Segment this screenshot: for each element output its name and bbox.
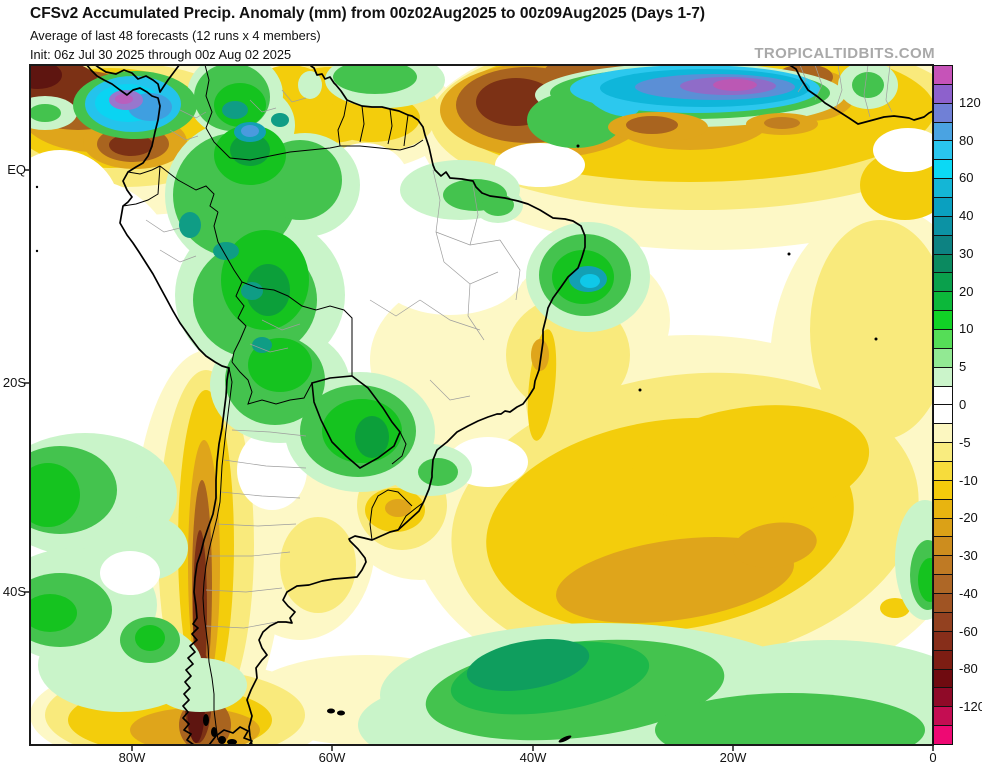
colorbar-cell (934, 726, 952, 744)
colorbar-label: 40 (959, 209, 982, 223)
anomaly-map (0, 0, 982, 770)
colorbar-label: -30 (959, 549, 982, 563)
colorbar-label: -20 (959, 511, 982, 525)
colorbar-label: -120 (959, 700, 982, 714)
colorbar-cell (934, 632, 952, 651)
colorbar-cell (934, 481, 952, 500)
colorbar-label: 5 (959, 360, 982, 374)
colorbar-cell (934, 613, 952, 632)
colorbar-cell (934, 651, 952, 670)
colorbar-cell (934, 217, 952, 236)
colorbar-cell (934, 670, 952, 689)
y-axis-label-eq: EQ (0, 163, 26, 177)
colorbar-cell (934, 66, 952, 85)
colorbar-label: 60 (959, 171, 982, 185)
colorbar-cell (934, 519, 952, 538)
x-axis-label-40w: 40W (513, 751, 553, 765)
colorbar-cell (934, 556, 952, 575)
x-axis-label-80w: 80W (112, 751, 152, 765)
colorbar-label: 80 (959, 134, 982, 148)
colorbar-cell (934, 500, 952, 519)
colorbar-cell (934, 311, 952, 330)
colorbar-cell (934, 198, 952, 217)
colorbar-label: 0 (959, 398, 982, 412)
colorbar-label: -10 (959, 474, 982, 488)
colorbar-cell (934, 179, 952, 198)
y-axis-label-20s: 20S (0, 376, 26, 390)
colorbar-label: 30 (959, 247, 982, 261)
colorbar-cell (934, 330, 952, 349)
colorbar-cell (934, 160, 952, 179)
colorbar-label: -5 (959, 436, 982, 450)
x-axis-label-20w: 20W (713, 751, 753, 765)
colorbar-cell (934, 273, 952, 292)
colorbar-cell (934, 537, 952, 556)
x-axis-label-60w: 60W (312, 751, 352, 765)
colorbar-label: 120 (959, 96, 982, 110)
colorbar-cell (934, 85, 952, 104)
colorbar-cell (934, 349, 952, 368)
colorbar-cell (934, 236, 952, 255)
colorbar-cell (934, 123, 952, 142)
colorbar-cell (934, 688, 952, 707)
colorbar-label: -40 (959, 587, 982, 601)
cfsv2-precip-anomaly-page: { "header": { "title": "CFSv2 Accumulate… (0, 0, 982, 770)
panama-wet-core (85, 76, 181, 132)
colorbar-cell (934, 594, 952, 613)
colorbar-cell (934, 424, 952, 443)
colorbar-cell (934, 368, 952, 387)
colorbar-label: 10 (959, 322, 982, 336)
colorbar-cell (934, 707, 952, 726)
colorbar-cell (934, 141, 952, 160)
colorbar-cell (934, 387, 952, 406)
x-axis-label-0: 0 (913, 751, 953, 765)
colorbar-cell (934, 575, 952, 594)
colorbar-cell (934, 104, 952, 123)
colorbar-cell (934, 443, 952, 462)
y-axis-label-40s: 40S (0, 585, 26, 599)
colorbar-label: -80 (959, 662, 982, 676)
colorbar-cell (934, 462, 952, 481)
colorbar (933, 65, 953, 745)
colorbar-label: -60 (959, 625, 982, 639)
colorbar-cell (934, 292, 952, 311)
colorbar-cell (934, 405, 952, 424)
colorbar-cell (934, 255, 952, 274)
colorbar-label: 20 (959, 285, 982, 299)
